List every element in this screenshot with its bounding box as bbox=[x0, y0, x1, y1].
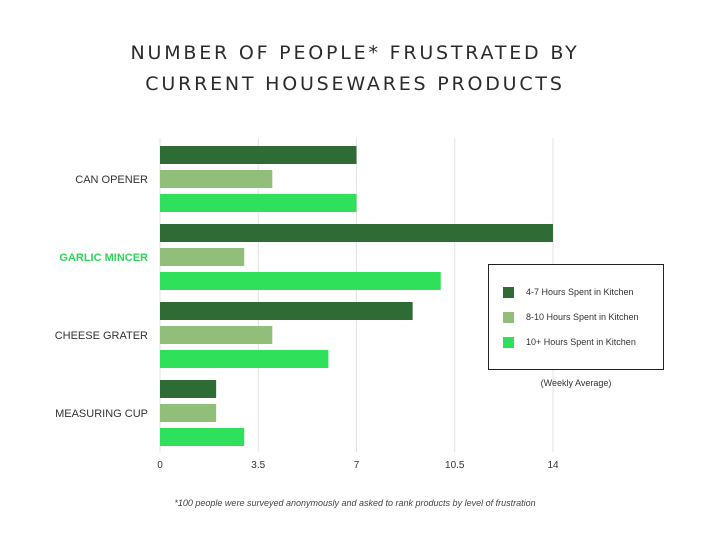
x-tick-label: 7 bbox=[354, 460, 360, 471]
bar-garlic-mincer-series-3 bbox=[160, 272, 441, 290]
bar-cheese-grater-series-1 bbox=[160, 302, 413, 320]
legend-item: 4-7 Hours Spent in Kitchen bbox=[503, 285, 634, 299]
bar-measuring-cup-series-1 bbox=[160, 380, 217, 398]
x-ticks-layer: 0 3.5 7 10.5 14 bbox=[157, 460, 559, 471]
category-label: GARLIC MINCER bbox=[59, 252, 148, 264]
bar-cheese-grater-series-2 bbox=[160, 326, 273, 344]
x-tick-label: 14 bbox=[547, 460, 559, 471]
legend-swatch bbox=[503, 311, 514, 323]
chart-title-line-2: CURRENT HOUSEWARES PRODUCTS bbox=[145, 73, 565, 95]
legend-swatch bbox=[503, 286, 514, 298]
legend-label: 10+ Hours Spent in Kitchen bbox=[526, 337, 636, 347]
legend-item: 10+ Hours Spent in Kitchen bbox=[503, 335, 636, 349]
x-tick-label: 3.5 bbox=[251, 460, 265, 471]
bar-measuring-cup-series-3 bbox=[160, 428, 245, 446]
bars-layer bbox=[160, 146, 553, 446]
bar-measuring-cup-series-2 bbox=[160, 404, 217, 422]
legend-item: 8-10 Hours Spent in Kitchen bbox=[503, 310, 639, 324]
bar-garlic-mincer-series-2 bbox=[160, 248, 245, 266]
bar-can-opener-series-3 bbox=[160, 194, 357, 212]
bar-can-opener-series-2 bbox=[160, 170, 273, 188]
bar-can-opener-series-1 bbox=[160, 146, 357, 164]
category-label: MEASURING CUP bbox=[55, 408, 148, 420]
x-tick-label: 10.5 bbox=[445, 460, 465, 471]
labels-layer: CAN OPENER GARLIC MINCER CHEESE GRATER MEAS… bbox=[55, 174, 148, 420]
legend-label: 4-7 Hours Spent in Kitchen bbox=[526, 287, 634, 297]
chart-title-line-1: NUMBER OF PEOPLE* FRUSTRATED BY bbox=[130, 42, 580, 64]
chart-title: NUMBER OF PEOPLE* FRUSTRATED BY CURRENT … bbox=[0, 38, 710, 100]
legend-swatch bbox=[503, 336, 514, 348]
legend: 4-7 Hours Spent in Kitchen 8-10 Hours Spe… bbox=[488, 264, 664, 370]
category-label: CAN OPENER bbox=[75, 174, 148, 186]
bar-cheese-grater-series-3 bbox=[160, 350, 329, 368]
bar-garlic-mincer-series-1 bbox=[160, 224, 553, 242]
footnote: *100 people were surveyed anonymously an… bbox=[174, 498, 536, 508]
category-label: CHEESE GRATER bbox=[55, 330, 148, 342]
x-tick-label: 0 bbox=[157, 460, 163, 471]
legend-note: (Weekly Average) bbox=[540, 378, 612, 388]
legend-label: 8-10 Hours Spent in Kitchen bbox=[526, 312, 639, 322]
